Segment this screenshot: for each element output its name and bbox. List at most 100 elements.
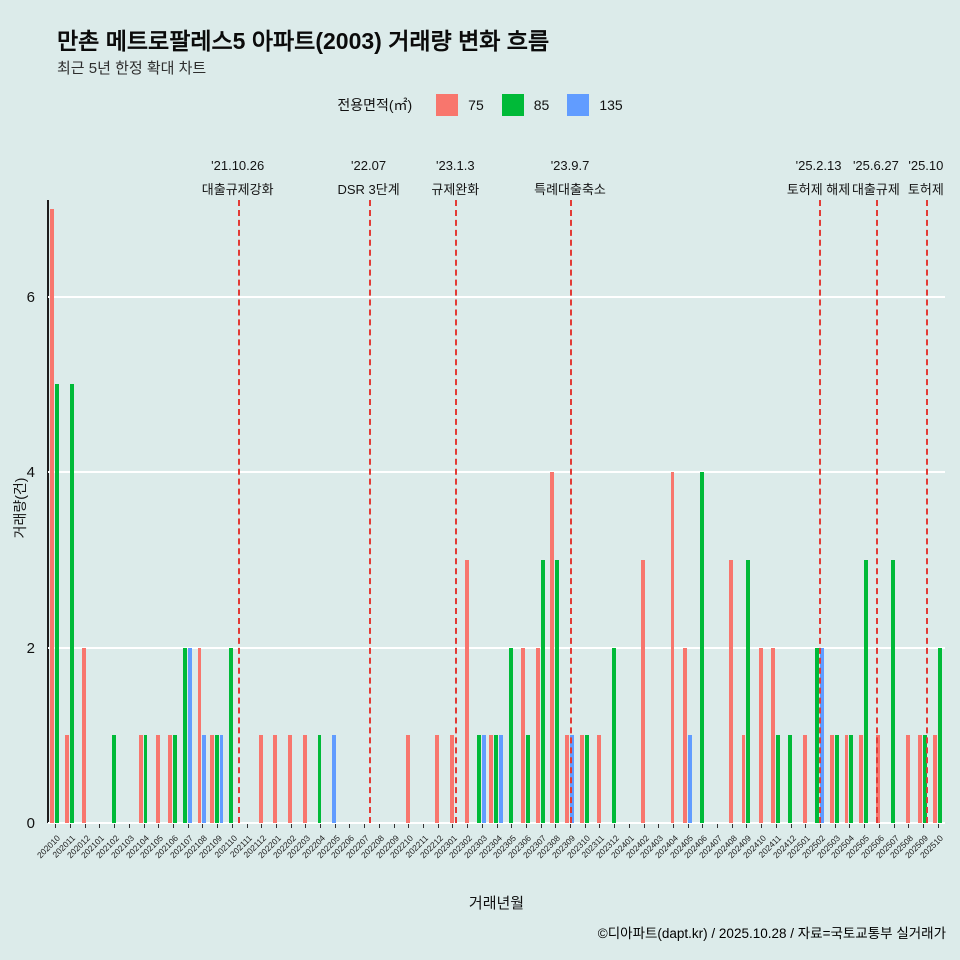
legend-label-85: 85 xyxy=(533,97,550,113)
bar-202202-75 xyxy=(288,735,293,823)
x-tick-mark xyxy=(731,824,733,828)
bar-202212-75 xyxy=(435,735,440,823)
bar-202011-75 xyxy=(65,735,70,823)
gridline xyxy=(48,471,945,474)
x-tick-mark xyxy=(290,824,292,828)
y-axis-line xyxy=(47,200,49,823)
bar-202305-85 xyxy=(508,647,513,823)
bar-202406-85 xyxy=(699,472,704,823)
plot-area xyxy=(47,200,945,824)
x-tick-mark xyxy=(672,824,674,828)
x-tick-mark xyxy=(349,824,351,828)
policy-event-date: '23.9.7 xyxy=(550,158,590,173)
x-tick-mark xyxy=(334,824,336,828)
bar-202412-85 xyxy=(788,735,793,823)
x-tick-mark xyxy=(70,824,72,828)
bar-202303-135 xyxy=(481,735,486,823)
x-tick-mark xyxy=(511,824,513,828)
bar-202509-75 xyxy=(918,735,922,823)
gridline xyxy=(48,822,945,824)
policy-event-line xyxy=(455,200,458,823)
policy-event-date: '25.6.27 xyxy=(852,158,899,173)
x-tick-mark xyxy=(320,824,322,828)
policy-event-date: '23.1.3 xyxy=(435,158,475,173)
bar-202405-75 xyxy=(682,647,687,823)
x-tick-mark xyxy=(305,824,307,828)
policy-event-label: 토허제 xyxy=(907,182,944,197)
y-tick-label: 6 xyxy=(26,288,35,306)
x-tick-mark xyxy=(555,824,557,828)
legend-label-135: 135 xyxy=(599,97,623,113)
policy-event-line xyxy=(570,200,573,823)
legend-swatch-85 xyxy=(501,94,524,116)
bar-202410-75 xyxy=(758,647,763,823)
bar-202409-75 xyxy=(741,735,746,823)
x-tick-mark xyxy=(393,824,395,828)
x-tick-mark xyxy=(452,824,454,828)
x-tick-mark xyxy=(114,824,116,828)
y-tick-label: 2 xyxy=(26,639,35,657)
y-axis-tick-labels: 0 2 4 6 xyxy=(0,200,44,832)
x-tick-mark xyxy=(775,824,777,828)
x-tick-mark xyxy=(540,824,542,828)
x-tick-mark xyxy=(187,824,189,828)
bar-202503-75 xyxy=(829,735,834,823)
bar-202508-75 xyxy=(905,735,910,823)
x-tick-mark xyxy=(805,824,807,828)
bar-202306-75 xyxy=(521,647,525,823)
x-tick-mark xyxy=(628,824,630,828)
policy-event-line xyxy=(925,200,928,823)
policy-event-line xyxy=(875,200,878,823)
x-tick-mark xyxy=(717,824,719,828)
bar-202504-75 xyxy=(844,735,849,823)
bar-202112-75 xyxy=(258,735,263,823)
bar-202104-85 xyxy=(143,735,148,823)
legend-swatch-75 xyxy=(436,94,459,116)
x-tick-mark xyxy=(172,824,174,828)
bar-202109-75 xyxy=(209,735,214,823)
bar-202205-135 xyxy=(332,735,337,823)
bar-202110-85 xyxy=(229,647,234,823)
bar-202107-135 xyxy=(187,647,192,823)
policy-event-line xyxy=(368,200,371,823)
x-tick-mark xyxy=(908,824,910,828)
bar-202310-75 xyxy=(579,735,584,823)
x-axis-tick-labels: 202010 202011 202012 202101 202102 202103 2021… xyxy=(35,824,945,896)
x-tick-mark xyxy=(246,824,248,828)
x-tick-mark xyxy=(496,824,498,828)
bar-202402-75 xyxy=(641,559,645,823)
bar-202201-75 xyxy=(273,735,278,823)
bar-202505-75 xyxy=(859,735,864,823)
bar-202312-85 xyxy=(611,647,616,823)
gridline xyxy=(48,295,945,298)
bar-202106-75 xyxy=(168,735,172,823)
policy-event-line xyxy=(237,200,240,823)
legend-title: 전용면적(㎡) xyxy=(337,97,413,113)
bar-202411-75 xyxy=(770,647,775,823)
source-credit: ©디아파트(dapt.kr) / 2025.10.28 / 자료=국토교통부 실… xyxy=(597,926,946,941)
x-tick-mark xyxy=(408,824,410,828)
x-tick-mark xyxy=(378,824,380,828)
y-tick-label: 0 xyxy=(26,815,35,832)
x-tick-mark xyxy=(922,824,924,828)
bar-202409-85 xyxy=(746,559,751,823)
policy-event-date: '22.07 xyxy=(351,158,387,173)
policy-event-date: '21.10.26 xyxy=(211,158,265,173)
x-tick-mark xyxy=(878,824,880,828)
x-tick-mark xyxy=(658,824,660,828)
bar-202411-85 xyxy=(775,735,780,823)
bar-202010-75 xyxy=(50,208,55,823)
bar-202304-135 xyxy=(498,735,503,823)
bar-202109-135 xyxy=(219,735,224,823)
bar-202505-85 xyxy=(864,559,868,823)
bar-202306-85 xyxy=(525,735,530,823)
legend: 전용면적(㎡) 75 85 135 xyxy=(0,94,960,116)
x-tick-mark xyxy=(158,824,160,828)
bar-202104-75 xyxy=(138,735,143,823)
x-tick-mark xyxy=(437,824,439,828)
x-tick-mark xyxy=(364,824,366,828)
bar-202507-85 xyxy=(891,559,895,823)
bar-202502-135 xyxy=(820,647,824,823)
bar-202509-85 xyxy=(922,735,927,823)
policy-event-label: 특례대출축소 xyxy=(534,182,606,197)
